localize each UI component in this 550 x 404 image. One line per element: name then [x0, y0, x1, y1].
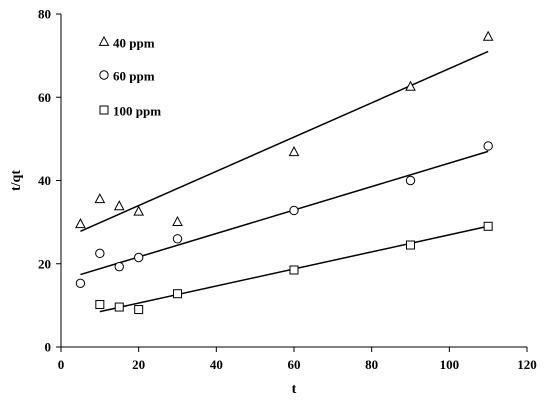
legend-item-100ppm: 100 ppm	[99, 104, 161, 119]
fit-line-60ppm	[80, 150, 489, 276]
axes	[60, 14, 527, 348]
triangle-point-40ppm	[172, 215, 183, 227]
circle-point-60ppm	[75, 278, 86, 289]
square-point-100ppm	[406, 240, 415, 250]
y-tick-label: 80	[38, 7, 51, 22]
square-point-100ppm	[134, 305, 144, 315]
data-points	[75, 30, 494, 315]
x-tick-label: 80	[365, 357, 378, 372]
x-axis-label: t	[292, 382, 297, 397]
legend-marker-triangle-icon	[98, 35, 110, 46]
circle-point-60ppm	[405, 175, 416, 186]
square-point-100ppm	[483, 221, 493, 231]
legend: 40 ppm 60 ppm 100 ppm	[98, 35, 161, 119]
legend-label-100ppm: 100 ppm	[113, 104, 161, 119]
circle-point-60ppm	[133, 252, 144, 263]
x-tick-label: 20	[132, 357, 145, 372]
square-point-100ppm	[114, 302, 124, 312]
x-tick-label: 120	[517, 357, 537, 372]
legend-marker-square-icon	[99, 105, 109, 115]
fit-lines	[80, 50, 489, 313]
triangle-point-40ppm	[113, 200, 125, 211]
circle-point-60ppm	[289, 205, 299, 216]
y-tick-label: 0	[45, 340, 52, 355]
triangle-point-40ppm	[482, 30, 494, 41]
legend-marker-circle-icon	[99, 70, 109, 80]
triangle-point-40ppm	[133, 205, 144, 216]
x-tick-label: 100	[440, 357, 460, 372]
circle-point-60ppm	[172, 234, 183, 244]
circle-point-60ppm	[114, 261, 124, 272]
fit-line-40ppm	[80, 50, 489, 232]
legend-circle-icon	[99, 70, 109, 80]
square-point-100ppm	[289, 265, 299, 275]
circle-point-60ppm	[95, 248, 105, 259]
x-tick-label: 0	[58, 357, 65, 372]
y-tick-label: 40	[38, 173, 51, 188]
y-tick-label: 60	[38, 90, 51, 105]
legend-label-60ppm: 60 ppm	[113, 69, 155, 84]
y-axis-label: t/qt	[9, 170, 24, 191]
legend-item-60ppm: 60 ppm	[99, 69, 155, 84]
legend-item-40ppm: 40 ppm	[98, 35, 155, 51]
circle-point-60ppm	[483, 141, 493, 151]
x-tick-label: 60	[288, 357, 301, 372]
legend-square-icon	[99, 105, 109, 115]
triangle-point-40ppm	[75, 218, 86, 229]
square-point-100ppm	[95, 300, 105, 310]
y-tick-label: 20	[38, 256, 51, 271]
legend-triangle-icon	[98, 35, 110, 46]
triangle-point-40ppm	[288, 146, 300, 157]
triangle-point-40ppm	[405, 80, 416, 91]
triangle-point-40ppm	[94, 193, 106, 204]
legend-label-40ppm: 40 ppm	[113, 36, 155, 51]
square-point-100ppm	[173, 289, 182, 299]
axis-ticks: 0 20 40 60 80 100 120 0 20 40 60 80	[38, 7, 537, 373]
x-tick-label: 40	[210, 357, 223, 372]
